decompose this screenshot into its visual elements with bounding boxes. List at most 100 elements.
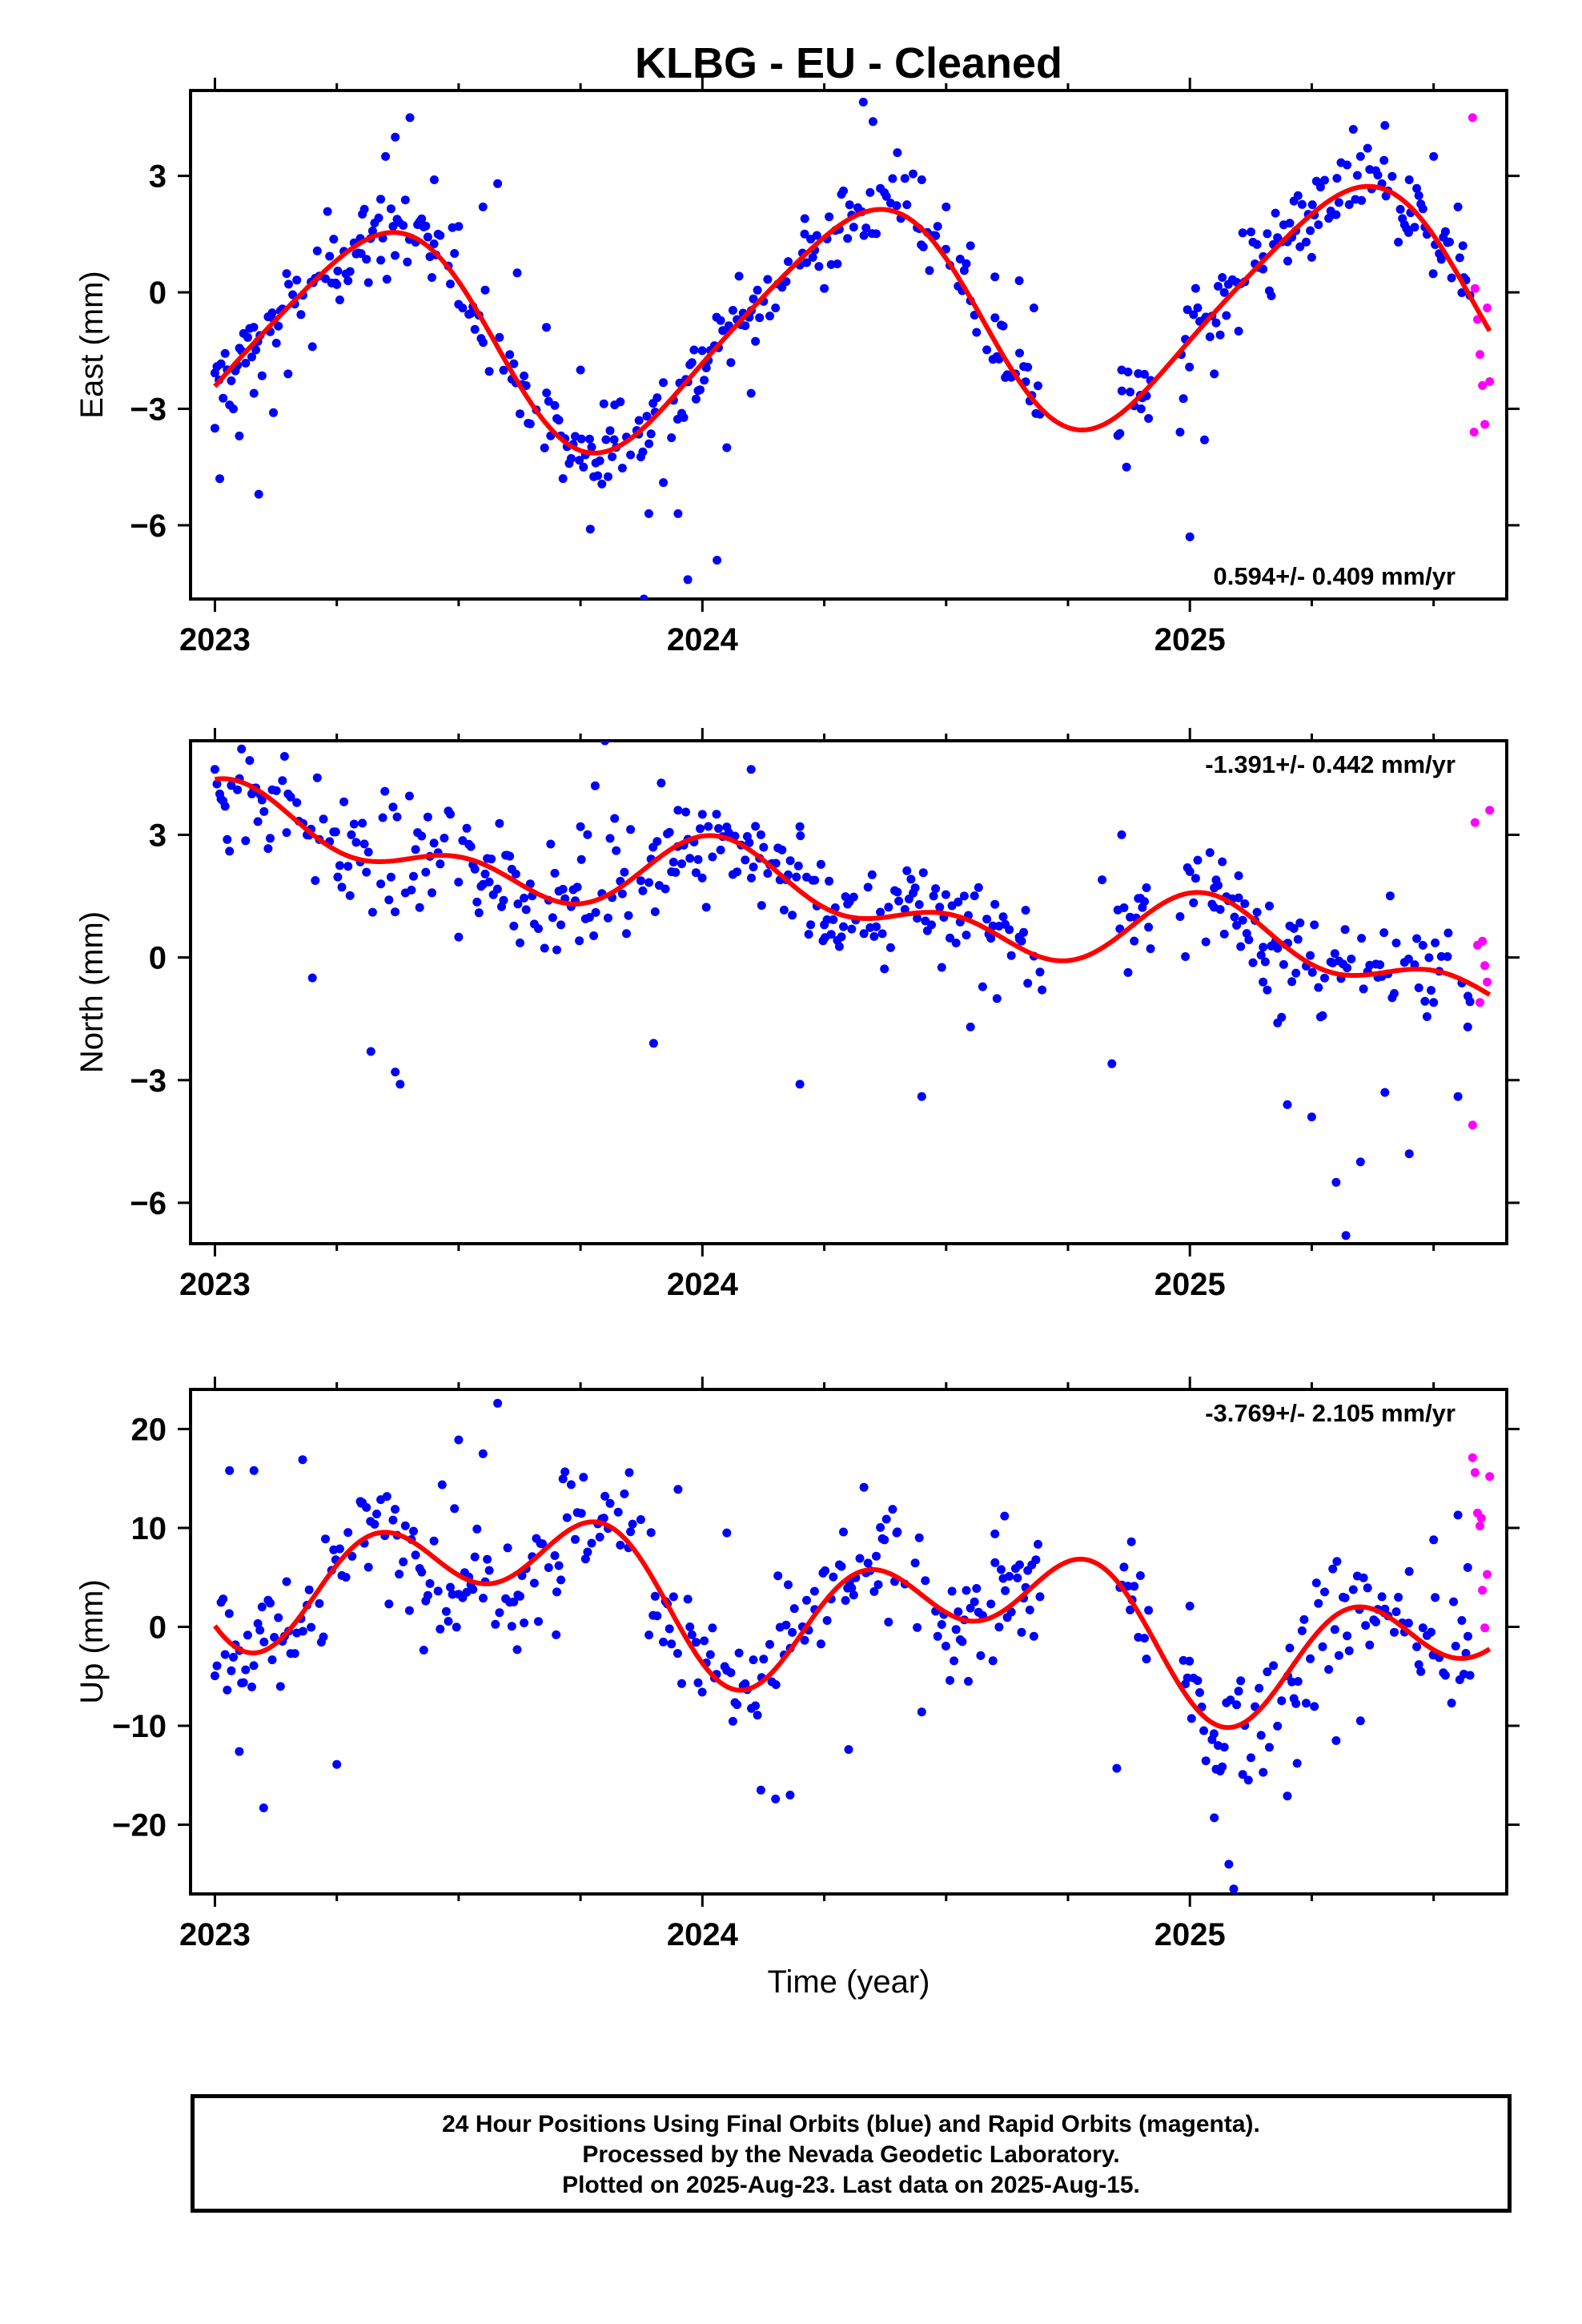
final-orbit-point	[220, 348, 230, 358]
final-orbit-point	[1232, 1700, 1242, 1710]
final-orbit-point	[872, 1551, 881, 1561]
final-orbit-point	[356, 1498, 366, 1508]
final-orbit-point	[1136, 404, 1146, 413]
final-orbit-point	[1025, 1605, 1034, 1614]
final-orbit-point	[693, 854, 703, 864]
final-orbit-point	[966, 1603, 975, 1613]
final-orbit-point	[687, 358, 697, 368]
rapid-orbit-point	[1480, 961, 1490, 971]
final-orbit-point	[951, 1625, 961, 1634]
final-orbit-point	[902, 866, 912, 875]
final-orbit-point	[1015, 1560, 1024, 1570]
final-orbit-point	[278, 776, 287, 786]
final-orbit-point	[245, 756, 255, 766]
final-orbit-point	[638, 886, 648, 895]
final-orbit-point	[728, 1716, 737, 1726]
final-orbit-point	[701, 903, 711, 912]
final-orbit-point	[1348, 1585, 1358, 1594]
rapid-orbit-point	[1476, 350, 1484, 360]
final-orbit-point	[880, 964, 889, 974]
final-orbit-point	[624, 1468, 634, 1478]
final-orbit-point	[441, 1606, 451, 1616]
final-orbit-point	[429, 175, 439, 184]
final-orbit-point	[616, 1540, 625, 1550]
final-orbit-point	[693, 1678, 703, 1687]
rapid-orbit-point	[1485, 806, 1495, 815]
final-orbit-point	[495, 818, 504, 828]
final-orbit-point	[484, 367, 494, 376]
final-orbit-point	[1247, 227, 1255, 237]
final-orbit-point	[421, 867, 431, 877]
final-orbit-point	[247, 352, 256, 362]
final-orbit-point	[279, 752, 289, 761]
rapid-orbit-point	[1478, 380, 1488, 390]
final-orbit-point	[1119, 1562, 1129, 1572]
final-orbit-point	[1185, 532, 1195, 541]
final-orbit-point	[372, 1510, 381, 1518]
final-orbit-point	[1034, 381, 1042, 391]
final-orbit-point	[1215, 905, 1225, 915]
final-orbit-point	[495, 332, 504, 342]
final-orbit-point	[386, 872, 396, 882]
final-orbit-point	[597, 479, 607, 489]
final-orbit-point	[1331, 210, 1341, 219]
final-orbit-point	[1006, 1607, 1016, 1617]
final-orbit-point	[701, 363, 711, 372]
final-orbit-point	[998, 912, 1008, 922]
final-orbit-point	[384, 895, 394, 905]
final-orbit-point	[804, 930, 813, 939]
final-orbit-point	[1130, 936, 1139, 946]
final-orbit-point	[610, 814, 620, 823]
final-orbit-point	[274, 321, 283, 331]
final-orbit-point	[315, 1598, 324, 1608]
final-orbit-point	[1021, 906, 1030, 915]
x-tick-label: 2024	[667, 1917, 739, 1952]
final-orbit-point	[347, 830, 356, 839]
final-orbit-point	[1256, 1731, 1266, 1740]
final-orbit-point	[1293, 1677, 1303, 1687]
final-orbit-point	[544, 1563, 553, 1572]
final-orbit-point	[1320, 1587, 1329, 1597]
final-orbit-point	[636, 876, 645, 886]
final-orbit-point	[712, 810, 721, 819]
final-orbit-point	[311, 876, 320, 885]
final-orbit-point	[1122, 462, 1131, 472]
final-orbit-point	[837, 1562, 846, 1571]
final-orbit-point	[665, 827, 674, 837]
final-orbit-point	[872, 922, 881, 931]
final-orbit-point	[1117, 365, 1126, 375]
final-orbit-point	[472, 897, 482, 907]
final-orbit-point	[1328, 1564, 1338, 1574]
final-orbit-point	[617, 464, 627, 472]
final-orbit-point	[381, 151, 391, 161]
final-orbit-point	[1307, 967, 1317, 977]
final-orbit-point	[512, 268, 522, 278]
final-orbit-point	[332, 1759, 342, 1769]
final-orbit-point	[554, 1561, 564, 1570]
final-orbit-point	[844, 1745, 853, 1755]
final-orbit-point	[1260, 957, 1270, 967]
final-orbit-point	[1234, 893, 1243, 903]
final-orbit-point	[516, 938, 524, 947]
final-orbit-point	[1210, 1813, 1219, 1823]
rapid-orbit-point	[1480, 420, 1490, 429]
final-orbit-point	[820, 283, 829, 293]
final-orbit-point	[576, 365, 585, 375]
final-orbit-point	[816, 1639, 825, 1649]
final-orbit-point	[620, 867, 629, 877]
final-orbit-point	[1414, 983, 1423, 992]
rapid-orbit-point	[1483, 1570, 1492, 1579]
final-orbit-point	[429, 239, 439, 248]
final-orbit-point	[454, 878, 464, 887]
final-orbit-point	[1142, 883, 1151, 892]
final-orbit-point	[947, 1586, 957, 1596]
final-orbit-point	[771, 1794, 781, 1803]
final-orbit-point	[450, 1504, 460, 1514]
final-orbit-point	[1123, 967, 1133, 977]
final-orbit-point	[1332, 174, 1342, 183]
final-orbit-point	[1307, 1112, 1316, 1122]
final-orbit-point	[512, 1645, 522, 1655]
final-orbit-point	[802, 258, 811, 267]
final-orbit-point	[584, 434, 594, 444]
final-orbit-point	[507, 1622, 516, 1631]
